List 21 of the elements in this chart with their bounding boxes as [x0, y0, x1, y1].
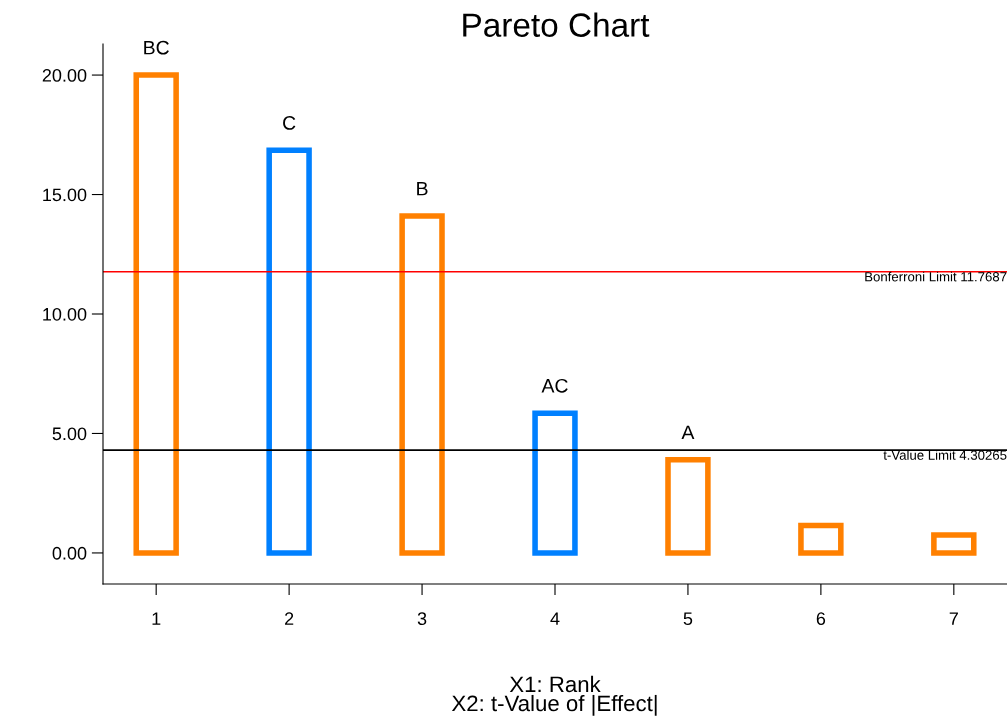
x-tick-label: 2: [285, 612, 294, 625]
x-tick-label: 3: [417, 612, 427, 626]
y-tick-label: 10.00: [43, 307, 87, 321]
x-axis-title: X1: Rank X2: t-Value of |Effect|: [451, 675, 657, 716]
annotation: C: [283, 116, 296, 130]
y-tick-label: 20.00: [42, 69, 87, 82]
x-tick-label: 5: [683, 612, 693, 626]
annotation: AC: [541, 378, 568, 393]
annotation: BC: [144, 40, 169, 55]
x-tick-label: 6: [816, 612, 826, 626]
ref-line-label: Bonferroni Limit 11.7687: [865, 271, 1007, 282]
annotation: A: [681, 425, 695, 440]
y-tick-label: 5.00: [52, 427, 87, 441]
y-tick-label: 0.00: [52, 546, 87, 560]
ref-line-label: t-Value Limit 4.30265: [883, 450, 1007, 460]
x-tick-label: 7: [949, 612, 958, 625]
x-tick-label: 1: [152, 612, 161, 625]
x-tick-label: 4: [550, 612, 560, 625]
y-tick-label: 15.00: [43, 188, 87, 202]
annotation: B: [417, 181, 428, 196]
chart-title: Pareto Chart: [463, 12, 650, 37]
